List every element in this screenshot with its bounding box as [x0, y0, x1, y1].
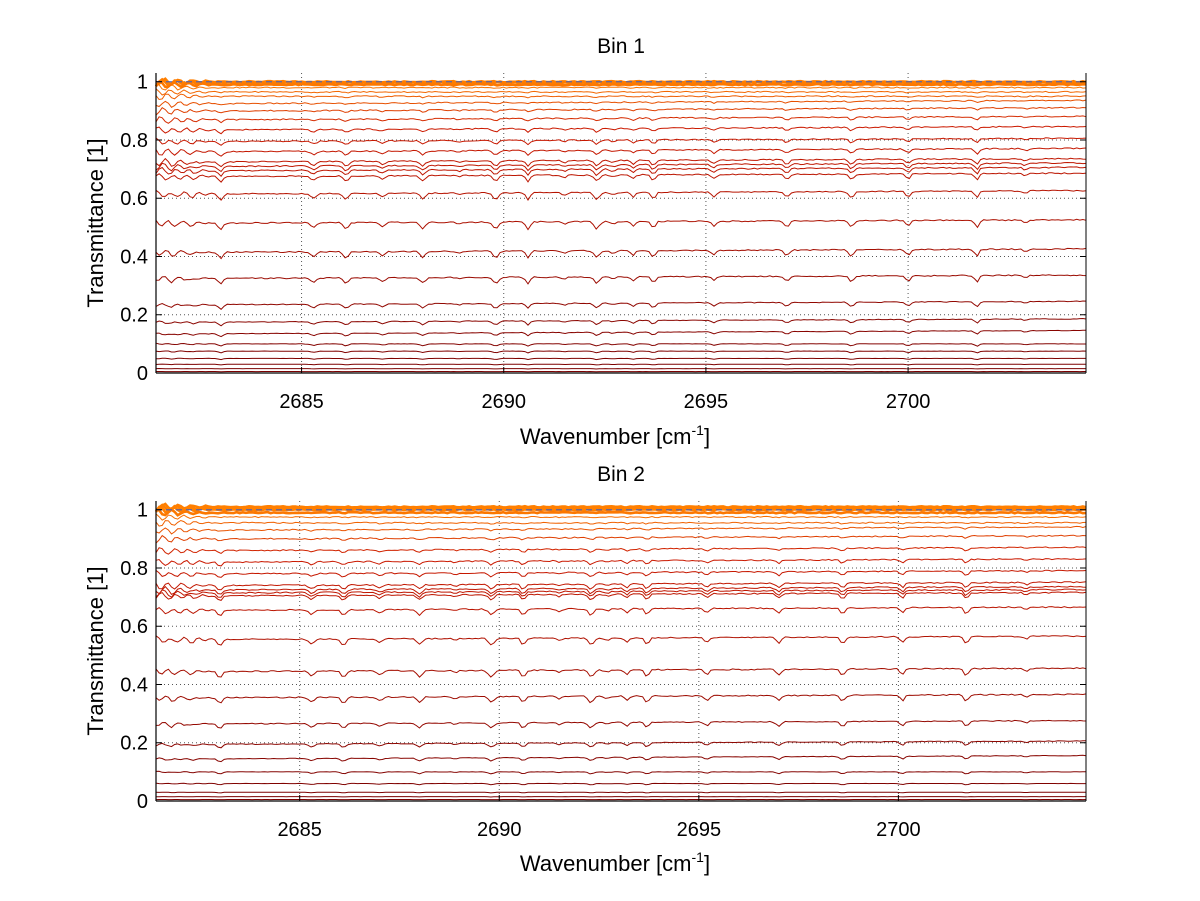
series-line	[155, 513, 1087, 521]
x-tick-label: 2690	[481, 391, 526, 413]
x-axis-label: Wavenumber [cm-1]	[520, 849, 710, 876]
series-line	[155, 247, 1087, 260]
y-tick-label: 0.4	[120, 674, 148, 696]
chart-title: Bin 1	[597, 35, 645, 58]
series-line	[155, 106, 1087, 116]
series-line	[155, 157, 1087, 168]
series-line	[155, 719, 1087, 729]
series-line	[155, 546, 1087, 555]
x-tick-label: 2695	[684, 391, 729, 413]
series-line	[155, 534, 1087, 544]
y-tick-label: 0	[137, 791, 148, 813]
y-tick-label: 1	[137, 500, 148, 522]
series-line	[155, 770, 1087, 775]
x-tick-label: 2690	[477, 819, 522, 841]
series-line	[155, 88, 1087, 96]
y-tick-label: 0.2	[120, 733, 148, 755]
series-line	[155, 558, 1087, 567]
y-axis-label: Transmittance [1]	[83, 138, 108, 307]
series-line	[155, 350, 1087, 354]
series-line	[155, 166, 1087, 177]
series-line	[155, 342, 1086, 347]
series-line	[155, 525, 1087, 535]
series-line	[155, 754, 1087, 763]
series-line	[155, 782, 1086, 786]
x-axis-label-main: Wavenumber [cm	[520, 851, 692, 876]
plot-area	[156, 501, 1086, 801]
series-line	[155, 172, 1087, 183]
x-axis-label-main: Wavenumber [cm	[520, 424, 692, 449]
y-tick-label: 0.2	[120, 305, 148, 327]
y-axis-label: Transmittance [1]	[83, 566, 108, 735]
x-tick-label: 2700	[876, 819, 921, 841]
x-tick-label: 2700	[886, 391, 931, 413]
series-line	[154, 80, 1086, 89]
chart-title: Bin 2	[597, 463, 645, 486]
x-axis-label-suffix: ]	[704, 851, 710, 876]
series-line	[155, 367, 1086, 370]
x-tick-label: 2685	[279, 391, 324, 413]
series-line	[155, 581, 1087, 591]
series-line	[155, 329, 1086, 338]
series-line	[155, 125, 1087, 135]
series-line	[155, 740, 1087, 749]
series-line	[155, 317, 1087, 327]
y-tick-label: 1	[137, 72, 148, 94]
series-line	[155, 569, 1087, 578]
series-line	[155, 693, 1087, 704]
series-line	[155, 363, 1087, 366]
series-line	[155, 93, 1087, 101]
series-line	[155, 507, 1087, 517]
series-line	[155, 99, 1087, 108]
series-line	[155, 585, 1087, 596]
series-line	[155, 519, 1087, 527]
y-tick-label: 0.8	[120, 130, 148, 152]
series-line	[155, 606, 1087, 617]
series-line	[155, 300, 1087, 310]
series-line	[155, 83, 1087, 91]
y-tick-label: 0.8	[120, 558, 148, 580]
series-line	[155, 137, 1087, 146]
series-line	[155, 161, 1087, 173]
series-line	[155, 147, 1087, 157]
series-line	[155, 791, 1087, 794]
chart-panel-bin1: 2685 2690 2695 2700 0 0.2 0.4 0.6 0.8 1 Bin 1 Waven…	[83, 35, 1087, 449]
y-tick-label: 0.4	[120, 246, 148, 268]
x-axis-label-superscript: -1	[692, 422, 705, 438]
y-tick-label: 0.6	[120, 616, 148, 638]
series-line	[155, 667, 1087, 678]
series-line	[155, 218, 1087, 231]
series-group	[154, 502, 1087, 801]
x-axis-label: Wavenumber [cm-1]	[520, 422, 710, 449]
x-tick-label: 2685	[277, 819, 322, 841]
series-line	[156, 357, 1086, 361]
series-line	[155, 274, 1087, 285]
series-line	[155, 115, 1087, 124]
series-line	[155, 635, 1087, 646]
series-line	[155, 591, 1087, 601]
series-line	[155, 588, 1087, 598]
y-tick-label: 0	[137, 363, 148, 385]
chart-panel-bin2: 2685 2690 2695 2700 0 0.2 0.4 0.6 0.8 1 Bin 2 Waven…	[83, 463, 1087, 876]
series-group	[154, 77, 1087, 373]
x-tick-label: 2695	[677, 819, 722, 841]
x-axis-label-superscript: -1	[692, 849, 705, 865]
y-tick-label: 0.6	[120, 188, 148, 210]
x-axis-label-suffix: ]	[704, 424, 710, 449]
series-line	[155, 189, 1087, 201]
